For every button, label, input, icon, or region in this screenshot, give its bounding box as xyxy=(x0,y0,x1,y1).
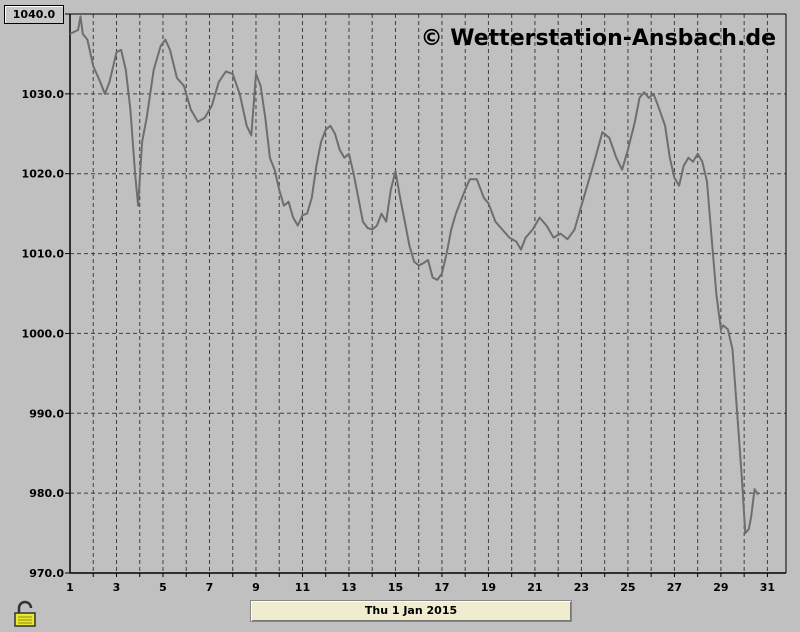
x-tick-label: 29 xyxy=(713,581,728,594)
x-tick-label: 11 xyxy=(295,581,310,594)
x-tick-label: 17 xyxy=(434,581,449,594)
pressure-series-line xyxy=(69,15,759,535)
y-tick-label: 980.0 xyxy=(29,487,64,500)
site-credit: © Wetterstation-Ansbach.de xyxy=(421,26,776,51)
y-tick-label: 1000.0 xyxy=(22,327,65,340)
x-tick-label: 23 xyxy=(574,581,589,594)
date-selector-button[interactable]: Thu 1 Jan 2015 xyxy=(250,600,572,622)
lock-button[interactable] xyxy=(12,600,38,628)
x-tick-label: 21 xyxy=(527,581,542,594)
grid-lines xyxy=(70,13,786,573)
y-tick-label: 1020.0 xyxy=(22,168,65,181)
y-axis-ticks: 970.0 980.0 990.0 1000.0 1010.0 1020.0 1030.0 xyxy=(22,13,70,580)
y-tick-label: 1010.0 xyxy=(22,248,65,261)
y-tick-label: 970.0 xyxy=(29,567,64,580)
padlock-icon xyxy=(14,600,36,627)
ymax-label-box: 1040.0 xyxy=(4,5,64,24)
y-tick-label: 990.0 xyxy=(29,407,64,420)
x-tick-label: 3 xyxy=(113,581,121,594)
date-label: Thu 1 Jan 2015 xyxy=(364,604,458,617)
plot-axes xyxy=(69,13,787,574)
x-axis-ticks: 1 3 5 7 9 11 13 15 17 19 21 23 25 27 29 31 xyxy=(66,573,775,594)
x-tick-label: 7 xyxy=(206,581,214,594)
x-tick-label: 13 xyxy=(341,581,356,594)
x-tick-label: 25 xyxy=(620,581,635,594)
x-tick-label: 31 xyxy=(760,581,775,594)
x-tick-label: 5 xyxy=(159,581,167,594)
y-tick-label: 1030.0 xyxy=(22,88,65,101)
x-tick-label: 1 xyxy=(66,581,74,594)
x-tick-label: 27 xyxy=(667,581,682,594)
x-tick-label: 9 xyxy=(252,581,260,594)
x-tick-label: 19 xyxy=(481,581,496,594)
x-tick-label: 15 xyxy=(388,581,403,594)
